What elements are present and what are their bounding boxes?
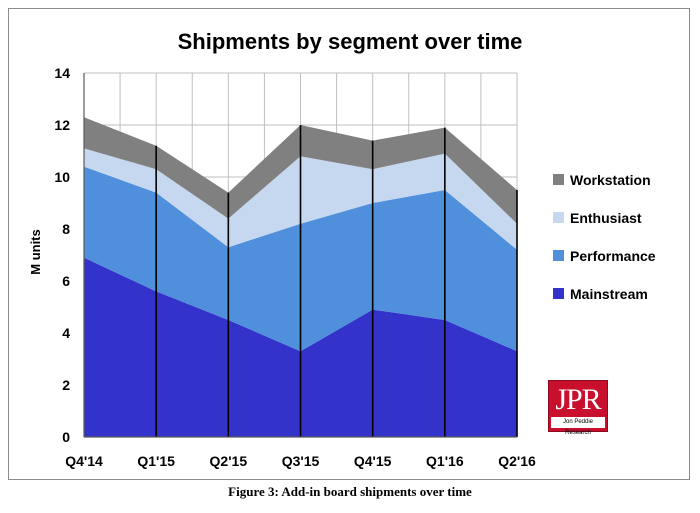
legend-swatch-performance xyxy=(553,250,564,261)
logo-mark: JPR xyxy=(555,383,601,416)
y-axis-label: M units xyxy=(28,229,43,275)
y-tick-label: 4 xyxy=(62,325,70,341)
x-tick-labels: Q4'14 Q1'15 Q2'15 Q3'15 Q4'15 Q1'16 Q2'16 xyxy=(65,453,536,469)
legend-swatch-workstation xyxy=(553,174,564,185)
legend-label-enthusiast: Enthusiast xyxy=(570,210,642,226)
x-tick-label: Q3'15 xyxy=(282,453,320,469)
y-tick-label: 12 xyxy=(54,117,70,133)
x-tick-label: Q2'16 xyxy=(498,453,536,469)
x-tick-label: Q4'14 xyxy=(65,453,103,469)
y-tick-labels: 0 2 4 6 8 10 12 14 xyxy=(54,65,70,445)
y-tick-label: 6 xyxy=(62,273,70,289)
area-workstation xyxy=(84,117,517,224)
y-tick-label: 14 xyxy=(54,65,70,81)
axes xyxy=(83,73,517,438)
legend-swatch-enthusiast xyxy=(553,212,564,223)
legend-label-mainstream: Mainstream xyxy=(570,286,648,302)
legend: Workstation Enthusiast Performance Mainstre… xyxy=(553,172,656,302)
x-tick-label: Q1'16 xyxy=(426,453,464,469)
y-tick-label: 10 xyxy=(54,169,70,185)
figure-caption: Figure 3: Add-in board shipments over ti… xyxy=(228,484,472,499)
x-tick-label: Q4'15 xyxy=(354,453,392,469)
legend-swatch-mainstream xyxy=(553,288,564,299)
category-lines xyxy=(155,125,518,437)
legend-label-workstation: Workstation xyxy=(570,172,651,188)
y-tick-label: 2 xyxy=(62,377,70,393)
chart-title: Shipments by segment over time xyxy=(178,29,523,54)
y-tick-label: 0 xyxy=(62,429,70,445)
legend-label-performance: Performance xyxy=(570,248,656,264)
area-mainstream xyxy=(84,257,517,437)
x-tick-label: Q1'15 xyxy=(137,453,175,469)
jpr-logo: JPR Jon Peddie Research xyxy=(548,380,608,436)
y-tick-label: 8 xyxy=(62,221,70,237)
x-tick-label: Q2'15 xyxy=(210,453,248,469)
logo-subtitle: Jon Peddie Research xyxy=(551,417,605,436)
